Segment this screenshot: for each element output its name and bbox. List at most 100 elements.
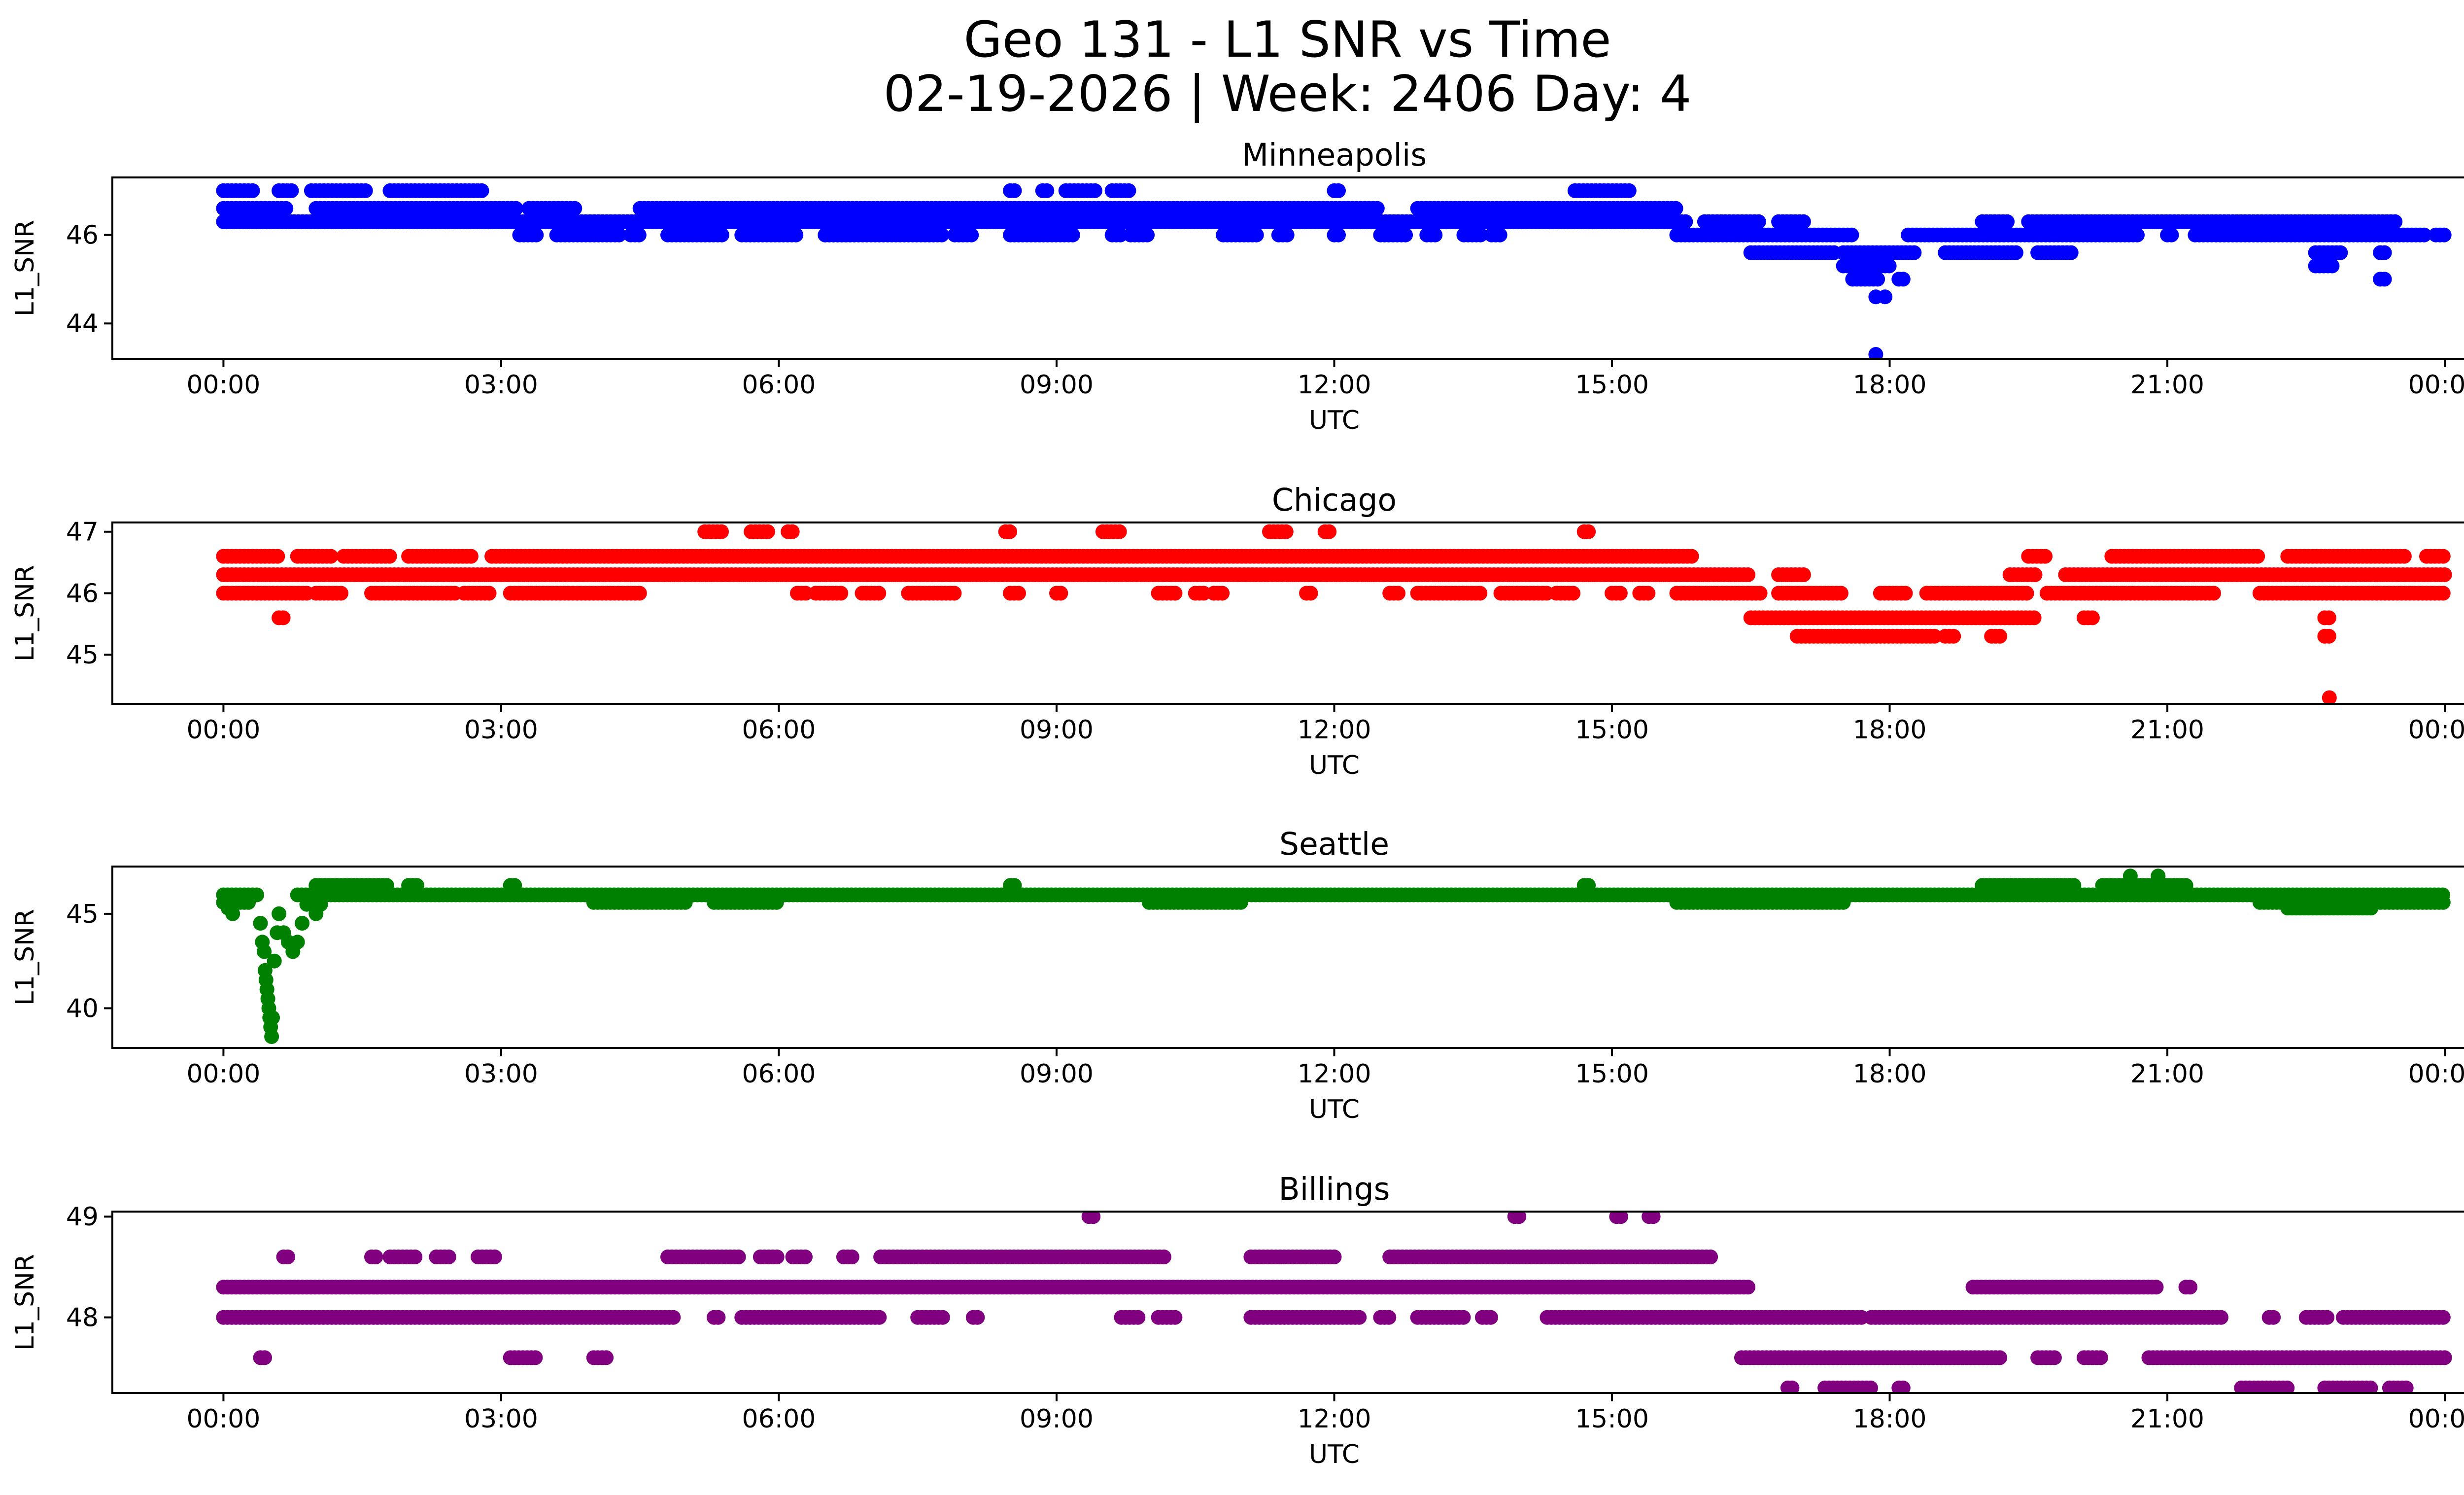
data-point: [1086, 1212, 1101, 1224]
data-point: [769, 895, 784, 910]
data-point: [612, 227, 627, 243]
x-tick-label: 00:00: [2408, 1404, 2464, 1434]
y-tick-label: 46: [66, 579, 99, 608]
y-tick-label: 47: [66, 518, 99, 547]
data-point: [567, 201, 582, 216]
data-point: [2008, 245, 2023, 260]
data-point: [2250, 549, 2265, 564]
data-point: [1492, 227, 1507, 243]
x-tick-label: 09:00: [1020, 1059, 1094, 1089]
x-tick-label: 12:00: [1298, 370, 1371, 400]
data-point: [1703, 1250, 1718, 1264]
data-point: [714, 227, 729, 243]
data-point: [1112, 524, 1127, 539]
data-point: [1065, 227, 1080, 243]
data-point: [264, 1029, 279, 1044]
figure-title-line2: 02-19-2026 | Week: 2406 Day: 4: [883, 65, 1692, 123]
data-point: [769, 1250, 785, 1264]
data-point: [2437, 567, 2452, 582]
data-point: [2122, 869, 2138, 884]
x-tick-label: 12:00: [1298, 1059, 1371, 1089]
data-point: [1946, 628, 1961, 644]
x-tick-label: 21:00: [2130, 1404, 2204, 1434]
data-point: [358, 183, 373, 198]
data-point: [1156, 1250, 1171, 1264]
data-point: [1752, 586, 1768, 601]
x-tick-label: 12:00: [1298, 715, 1371, 745]
data-point: [760, 524, 775, 539]
data-point: [1621, 183, 1637, 198]
data-point: [2206, 586, 2221, 601]
data-point: [632, 586, 647, 601]
data-point: [2019, 586, 2034, 601]
data-point: [1784, 1380, 1800, 1393]
x-tick-label: 00:00: [186, 1059, 260, 1089]
data-markers: [216, 183, 2452, 359]
data-point: [1882, 258, 1897, 274]
data-point: [599, 1350, 614, 1365]
data-point: [1249, 227, 1264, 243]
data-point: [2027, 567, 2043, 582]
data-point: [788, 227, 804, 243]
data-point: [275, 610, 291, 626]
data-point: [2436, 227, 2452, 243]
data-point: [1331, 183, 1346, 198]
data-point: [1121, 183, 1136, 198]
data-point: [1472, 586, 1488, 601]
y-tick-label: 44: [66, 309, 99, 339]
x-tick-label: 03:00: [464, 370, 538, 400]
x-tick-label: 09:00: [1020, 715, 1094, 745]
data-point: [1833, 586, 1848, 601]
y-tick-label: 49: [66, 1202, 99, 1232]
data-point: [1303, 586, 1318, 601]
x-tick-label: 06:00: [742, 1404, 816, 1434]
data-point: [368, 1250, 383, 1264]
data-point: [2151, 869, 2166, 884]
data-point: [1868, 347, 1883, 359]
data-point: [2396, 549, 2412, 564]
x-axis-label: UTC: [1309, 1095, 1360, 1124]
data-point: [2214, 1310, 2228, 1325]
plot-frame: [111, 1211, 2464, 1394]
x-tick-label: 03:00: [464, 1059, 538, 1089]
data-point: [2063, 245, 2079, 260]
data-point: [731, 1250, 746, 1264]
data-point: [1391, 586, 1406, 601]
data-point: [947, 586, 962, 601]
data-point: [711, 1310, 726, 1325]
data-point: [529, 227, 544, 243]
data-point: [872, 1310, 887, 1325]
x-tick-label: 09:00: [1020, 1404, 1094, 1434]
data-point: [1863, 1380, 1878, 1393]
data-point: [1196, 586, 1211, 601]
data-point: [2321, 610, 2336, 626]
x-tick-label: 00:00: [2408, 370, 2464, 400]
data-point: [1130, 1310, 1146, 1325]
data-point: [441, 1250, 456, 1264]
data-point: [2183, 1280, 2198, 1295]
data-point: [509, 201, 523, 216]
data-point: [798, 586, 813, 601]
x-axis-label: UTC: [1309, 1440, 1360, 1469]
data-point: [1381, 1310, 1397, 1325]
data-point: [487, 1250, 502, 1264]
data-point: [833, 586, 849, 601]
data-point: [1352, 1310, 1367, 1325]
data-point: [313, 897, 328, 912]
y-tick-label: 40: [66, 994, 99, 1024]
data-point: [1167, 586, 1183, 601]
data-point: [2325, 258, 2340, 274]
data-point: [265, 1010, 280, 1025]
data-point: [481, 586, 497, 601]
subplot-title: Chicago: [1272, 482, 1397, 518]
data-point: [278, 201, 294, 216]
data-point: [1053, 586, 1068, 601]
data-point: [1215, 586, 1230, 601]
data-point: [2320, 1310, 2335, 1325]
data-point: [2038, 549, 2053, 564]
data-point: [2266, 1310, 2281, 1325]
data-point: [2435, 895, 2451, 910]
